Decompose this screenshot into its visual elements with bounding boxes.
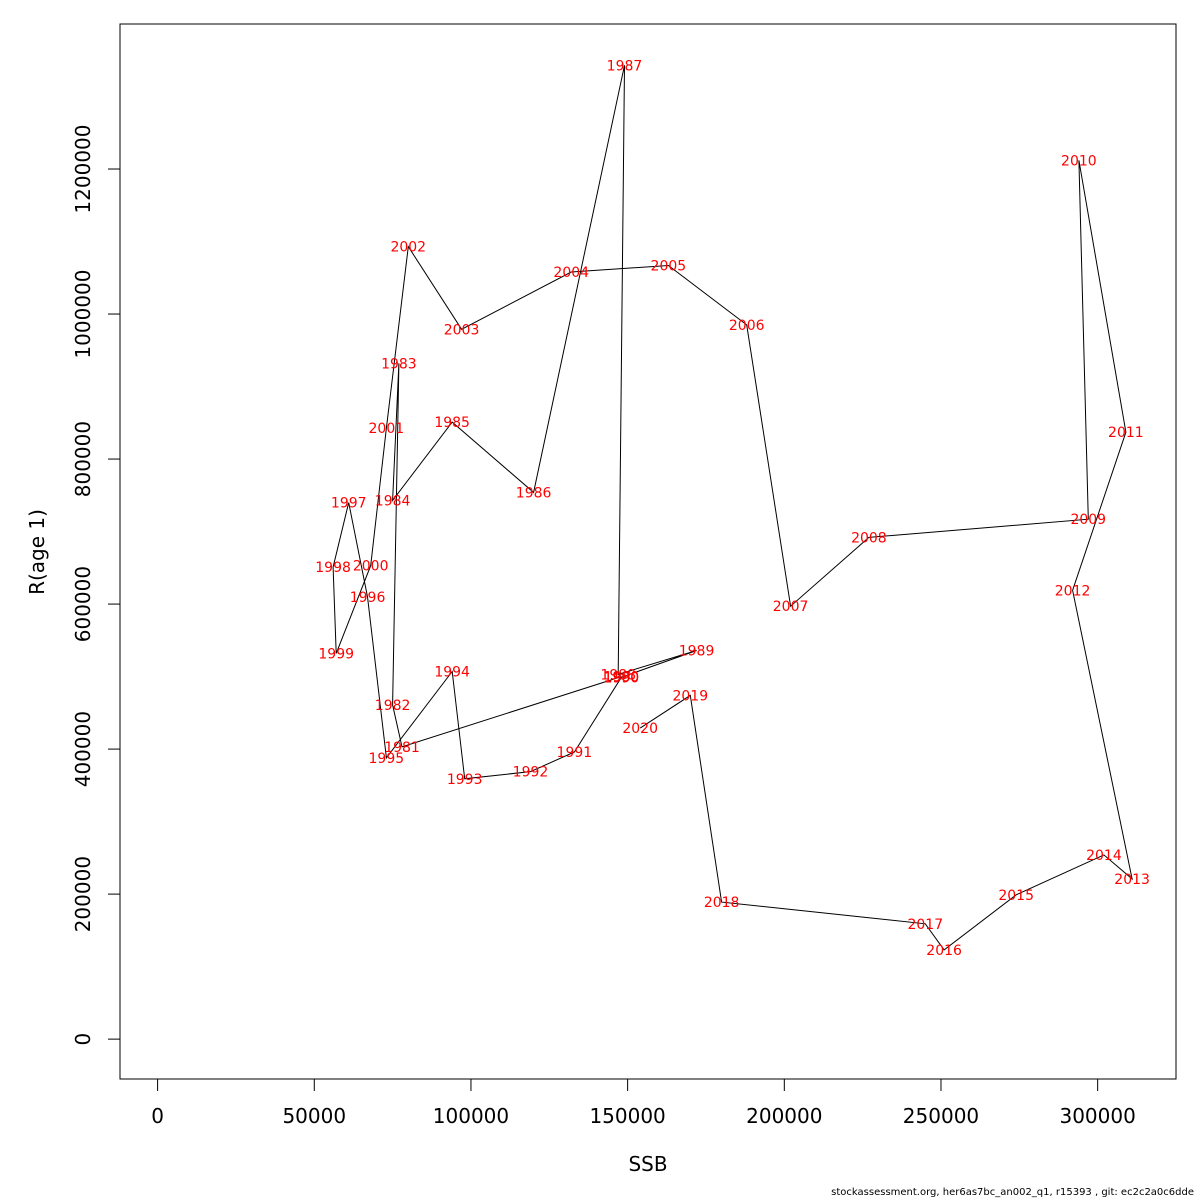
- x-tick-label: 150000: [589, 1104, 665, 1128]
- y-axis-title: R(age 1): [25, 509, 49, 595]
- year-label-1984: 1984: [375, 493, 411, 509]
- year-label-2004: 2004: [553, 265, 589, 281]
- x-tick-label: 0: [151, 1104, 164, 1128]
- year-label-2005: 2005: [651, 258, 687, 274]
- year-label-1993: 1993: [447, 772, 483, 788]
- y-tick-label: 1200000: [71, 124, 95, 213]
- year-label-2016: 2016: [926, 943, 962, 959]
- x-tick-label: 300000: [1059, 1104, 1135, 1128]
- y-tick-label: 400000: [71, 711, 95, 787]
- ssb-recruitment-trajectory-line: [332, 65, 1133, 951]
- year-label-1981: 1981: [384, 740, 420, 756]
- year-label-1980: 1980: [604, 670, 640, 686]
- year-label-1983: 1983: [381, 356, 417, 372]
- year-label-1987: 1987: [607, 58, 643, 74]
- x-tick-label: 200000: [746, 1104, 822, 1128]
- x-axis-title: SSB: [628, 1152, 667, 1176]
- y-tick-label: 0: [71, 1033, 95, 1046]
- y-axis: 0 200000 400000 600000 800000 1000000 1200000: [71, 124, 121, 1046]
- x-axis: 0 50000 100000 150000 200000 250000 300000: [151, 1078, 1136, 1128]
- year-label-1991: 1991: [557, 745, 593, 761]
- year-label-1990: 1990: [604, 670, 640, 686]
- footer-caption: stockassessment.org, her6as7bc_an002_q1,…: [831, 1187, 1194, 1198]
- year-label-1998: 1998: [315, 560, 351, 576]
- year-labels: 1980 1981 1982 1983 1984 1985 1986 1987 1988 1989…: [315, 58, 1150, 959]
- year-label-1997: 1997: [331, 496, 367, 512]
- year-label-1988: 1988: [600, 667, 636, 683]
- year-label-2014: 2014: [1086, 848, 1122, 864]
- year-label-2007: 2007: [773, 599, 809, 615]
- x-tick-label: 100000: [433, 1104, 509, 1128]
- year-label-2000: 2000: [353, 559, 389, 575]
- year-label-1989: 1989: [679, 643, 715, 659]
- year-label-1982: 1982: [375, 698, 411, 714]
- year-label-2003: 2003: [444, 322, 480, 338]
- x-tick-label: 250000: [903, 1104, 979, 1128]
- year-label-1999: 1999: [318, 646, 354, 662]
- plot-frame: [119, 23, 1177, 1080]
- year-label-1995: 1995: [369, 751, 405, 767]
- year-label-1994: 1994: [434, 665, 470, 681]
- year-label-2013: 2013: [1114, 872, 1150, 888]
- x-tick-label: 50000: [282, 1104, 346, 1128]
- year-label-2001: 2001: [369, 421, 405, 437]
- year-label-2017: 2017: [907, 917, 943, 933]
- year-label-2009: 2009: [1070, 512, 1106, 528]
- year-label-2020: 2020: [622, 721, 658, 737]
- year-label-2011: 2011: [1108, 425, 1144, 441]
- y-tick-label: 800000: [71, 421, 95, 497]
- year-label-2019: 2019: [672, 688, 708, 704]
- year-label-2002: 2002: [390, 240, 426, 256]
- y-tick-label: 600000: [71, 566, 95, 642]
- year-label-1992: 1992: [513, 765, 549, 781]
- year-label-2018: 2018: [704, 895, 740, 911]
- year-label-1985: 1985: [434, 415, 470, 431]
- year-label-1996: 1996: [350, 590, 386, 606]
- y-tick-label: 1000000: [71, 269, 95, 358]
- year-label-1986: 1986: [516, 485, 552, 501]
- year-label-2012: 2012: [1055, 583, 1091, 599]
- year-label-2015: 2015: [998, 888, 1034, 904]
- year-label-2006: 2006: [729, 318, 765, 334]
- year-label-2010: 2010: [1061, 153, 1097, 169]
- year-label-2008: 2008: [851, 530, 887, 546]
- y-tick-label: 200000: [71, 856, 95, 932]
